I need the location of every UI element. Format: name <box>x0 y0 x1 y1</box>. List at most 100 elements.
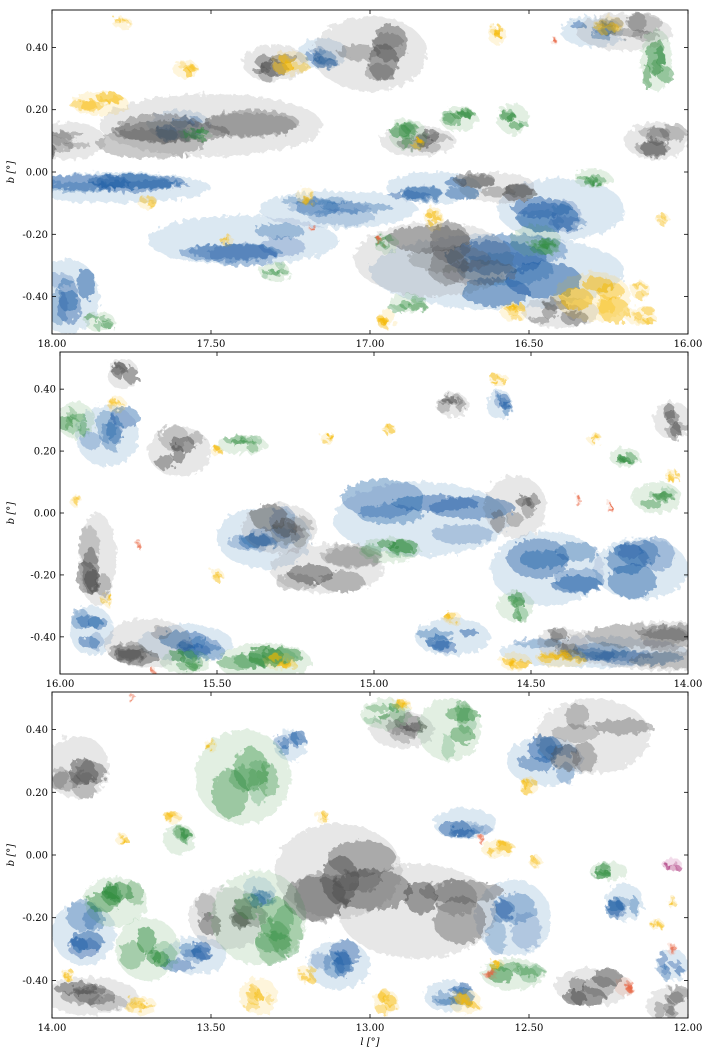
emission-subclump <box>78 421 89 436</box>
emission-subclump <box>152 670 156 674</box>
emission-series-5 <box>309 36 558 246</box>
emission-subclump <box>518 550 568 569</box>
emission-subclump <box>436 402 452 413</box>
emission-subclump <box>642 318 656 323</box>
emission-series-2 <box>76 358 688 671</box>
emission-subclump <box>177 661 203 671</box>
emission-subclump <box>71 937 88 953</box>
emission-subclump <box>115 402 125 407</box>
emission-subclump <box>663 215 667 221</box>
emission-subclump <box>87 891 121 913</box>
emission-subclump <box>233 653 270 669</box>
emission-subclump <box>548 216 588 230</box>
emission-subclump <box>399 185 444 202</box>
emission-subclump <box>670 472 674 477</box>
emission-subclump <box>301 975 311 983</box>
emission-subclump <box>617 539 660 566</box>
emission-subclump <box>385 234 393 242</box>
emission-subclump <box>446 611 457 619</box>
x-tick-label: 13.50 <box>197 1023 226 1034</box>
emission-subclump <box>538 654 556 663</box>
emission-subclump <box>416 629 455 640</box>
emission-subclump <box>666 1006 677 1018</box>
emission-subclump <box>174 815 183 821</box>
emission-subclump <box>643 63 651 91</box>
y-tick-label: 0.20 <box>26 788 48 799</box>
emission-subclump <box>327 434 334 438</box>
emission-subclump <box>665 410 679 425</box>
emission-subclump <box>86 617 108 629</box>
emission-subclump <box>433 880 478 916</box>
emission-subclump <box>521 779 531 787</box>
emission-subclump <box>593 438 597 445</box>
emission-subclump <box>84 314 100 321</box>
emission-subclump <box>634 281 642 290</box>
emission-subclump <box>578 499 582 503</box>
emission-subclump <box>57 278 79 312</box>
x-tick-label: 16.00 <box>674 339 703 350</box>
emission-subclump <box>596 283 625 300</box>
y-tick-label: -0.40 <box>30 632 56 643</box>
emission-subclump <box>190 135 207 140</box>
emission-subclump <box>587 175 606 185</box>
emission-subclump <box>72 984 107 995</box>
emission-subclump <box>521 785 531 795</box>
emission-subclump <box>109 365 125 375</box>
emission-subclump <box>639 127 671 139</box>
emission-series-6 <box>662 858 682 871</box>
emission-subclump <box>565 703 590 730</box>
emission-subclump <box>114 21 119 25</box>
emission-subclump <box>517 756 557 772</box>
emission-subclump <box>550 744 580 771</box>
emission-subclump <box>442 259 518 285</box>
emission-subclump <box>568 977 587 991</box>
emission-subclump <box>551 37 555 41</box>
x-tick-label: 12.50 <box>515 1023 544 1034</box>
emission-subclump <box>121 18 128 22</box>
emission-subclump <box>441 732 454 760</box>
emission-subclump <box>67 408 77 423</box>
emission-subclump <box>438 399 453 405</box>
emission-subclump <box>174 825 187 841</box>
emission-subclump <box>142 1004 156 1009</box>
emission-subclump <box>501 380 509 385</box>
emission-subclump <box>94 320 103 331</box>
emission-subclump <box>279 737 290 749</box>
emission-subclump <box>363 63 394 80</box>
x-tick-label: 18.00 <box>38 339 67 350</box>
emission-subclump <box>272 60 293 74</box>
emission-subclump <box>151 952 170 968</box>
emission-subclump <box>69 99 97 110</box>
emission-subclump <box>576 501 580 507</box>
emission-subclump <box>250 503 288 531</box>
emission-subclump <box>506 511 523 527</box>
emission-subclump <box>617 455 630 463</box>
emission-subclump <box>312 228 316 232</box>
emission-subclump <box>288 731 299 747</box>
emission-subclump <box>501 185 537 201</box>
emission-subclump <box>553 568 605 592</box>
emission-subclump <box>540 237 560 249</box>
emission-subclump <box>653 918 657 925</box>
emission-subclump <box>268 652 279 662</box>
emission-subclump <box>335 949 351 974</box>
emission-subclump <box>100 599 107 604</box>
emission-subclump <box>208 740 214 748</box>
emission-subclump <box>251 435 263 446</box>
emission-subclump <box>86 568 100 593</box>
plot-area <box>52 692 688 1018</box>
x-tick-label: 12.00 <box>674 1023 703 1034</box>
emission-subclump <box>276 262 287 271</box>
emission-subclump <box>189 244 282 260</box>
x-tick-label: 14.00 <box>674 679 703 690</box>
emission-series-5 <box>128 693 677 997</box>
emission-subclump <box>589 435 596 439</box>
emission-subclump <box>402 122 419 135</box>
emission-subclump <box>109 397 115 407</box>
emission-subclump <box>657 219 665 225</box>
emission-subclump <box>431 992 456 1007</box>
emission-subclump <box>376 235 380 240</box>
emission-subclump <box>75 494 81 501</box>
emission-subclump <box>181 133 198 137</box>
